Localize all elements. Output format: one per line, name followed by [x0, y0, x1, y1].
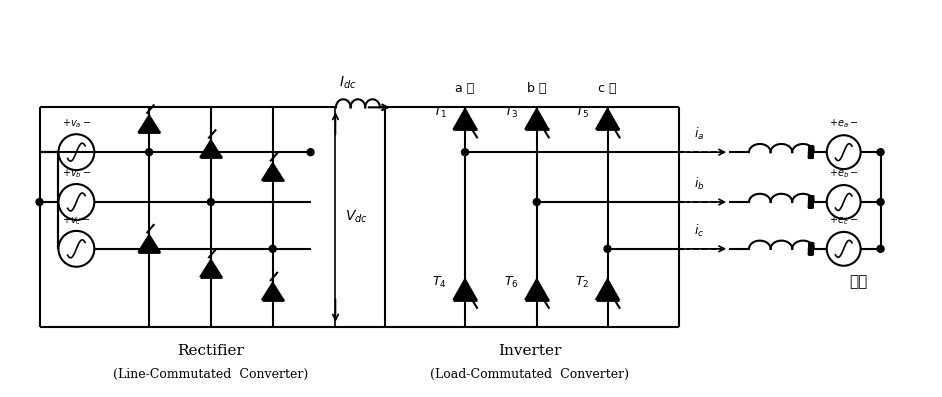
Polygon shape	[138, 115, 160, 132]
Circle shape	[36, 198, 43, 206]
Polygon shape	[453, 279, 477, 300]
Circle shape	[533, 198, 541, 206]
Polygon shape	[138, 235, 160, 252]
Text: $T_2$: $T_2$	[576, 275, 590, 290]
Text: $i_a$: $i_a$	[694, 126, 705, 142]
Polygon shape	[595, 108, 620, 129]
Text: (Load-Commutated  Converter): (Load-Commutated Converter)	[430, 368, 629, 381]
Text: $+v_b -$: $+v_b -$	[61, 167, 91, 180]
Circle shape	[462, 148, 468, 156]
Text: $T_4$: $T_4$	[432, 275, 447, 290]
Text: c 상: c 상	[598, 82, 617, 95]
Text: $V_{dc}$: $V_{dc}$	[346, 209, 368, 225]
Text: $+e_b -$: $+e_b -$	[829, 167, 858, 180]
Circle shape	[877, 148, 884, 156]
Circle shape	[207, 198, 215, 206]
Polygon shape	[200, 259, 222, 277]
Polygon shape	[200, 140, 222, 157]
Polygon shape	[262, 163, 284, 180]
Circle shape	[269, 245, 276, 252]
Text: $T_5$: $T_5$	[576, 105, 590, 120]
Text: $T_6$: $T_6$	[504, 275, 519, 290]
Text: $i_b$: $i_b$	[694, 176, 705, 192]
Text: $+e_c -$: $+e_c -$	[829, 214, 858, 227]
Polygon shape	[262, 282, 284, 300]
Text: $I_{dc}$: $I_{dc}$	[339, 75, 357, 91]
Text: a 상: a 상	[455, 82, 475, 95]
Circle shape	[877, 198, 884, 206]
Polygon shape	[525, 108, 548, 129]
Text: $+v_a -$: $+v_a -$	[61, 118, 91, 130]
Polygon shape	[595, 279, 620, 300]
Text: $T_3$: $T_3$	[504, 105, 519, 120]
Circle shape	[146, 148, 153, 156]
Circle shape	[307, 148, 314, 156]
Text: $i_c$: $i_c$	[694, 223, 705, 239]
Text: Rectifier: Rectifier	[177, 345, 244, 358]
Text: b 상: b 상	[528, 82, 546, 95]
Text: (Line-Commutated  Converter): (Line-Commutated Converter)	[113, 368, 309, 381]
Polygon shape	[453, 108, 477, 129]
Text: $+v_c -$: $+v_c -$	[62, 214, 90, 227]
Circle shape	[604, 245, 611, 252]
Text: Inverter: Inverter	[498, 345, 561, 358]
Circle shape	[877, 245, 884, 252]
Text: $T_1$: $T_1$	[432, 105, 447, 120]
Text: 부하: 부하	[850, 274, 868, 289]
Polygon shape	[525, 279, 548, 300]
Text: $+e_a -$: $+e_a -$	[829, 118, 858, 130]
